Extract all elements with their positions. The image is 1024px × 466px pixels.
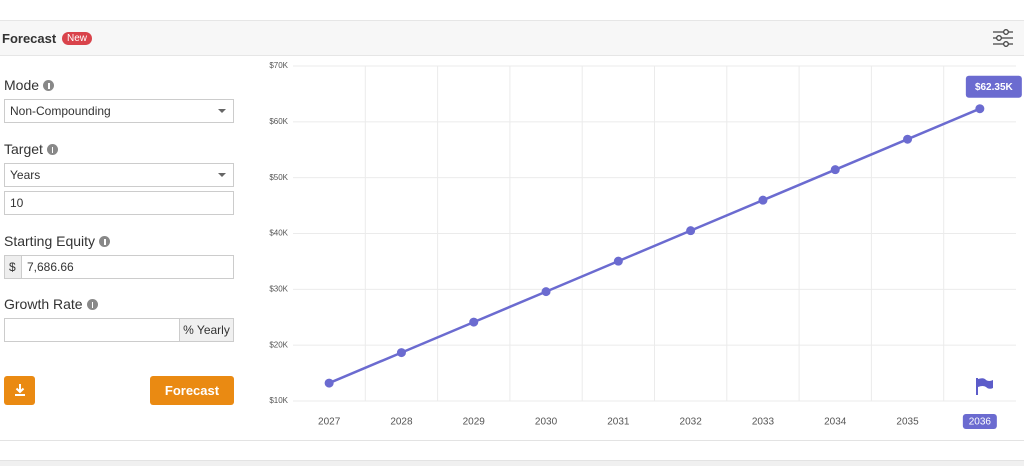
value-label: $62.35K [975,82,1014,93]
target-value: 10 [10,196,24,210]
info-icon[interactable] [86,299,98,310]
point [903,134,913,144]
point [541,287,551,297]
x-tick-label: 2030 [535,417,558,428]
equity-label-text: Starting Equity [4,233,96,249]
growth-label: Growth Rate [4,296,98,312]
download-icon [14,384,25,396]
point [396,348,406,358]
flag-icon [976,378,993,395]
download-button[interactable] [4,376,35,405]
mode-label-text: Mode [4,77,40,93]
x-tick-label: 2032 [680,417,703,428]
equity-value: 7,686.66 [27,260,74,274]
point [975,104,985,114]
y-tick-label: $70K [269,61,288,70]
point [613,256,623,266]
target-input[interactable]: 10 [4,191,234,215]
x-tick-label: 2036 [969,417,992,428]
chart: $10K $20K $30K $40K $50K $60K $70K 2027 2028 2029… [269,61,1022,429]
header: Forecast New [0,20,1024,56]
point [469,317,479,327]
mode-select[interactable]: Non-Compounding [4,99,234,123]
growth-label-text: Growth Rate [4,296,83,312]
y-tick-label: $20K [269,340,288,349]
divider [0,440,1024,441]
x-tick-label: 2033 [752,417,775,428]
equity-label: Starting Equity [4,233,111,249]
x-tick-label: 2028 [390,417,413,428]
y-tick-label: $50K [269,173,288,182]
info-icon[interactable] [46,144,58,155]
new-badge: New [62,32,93,45]
y-tick-label: $60K [269,117,288,126]
header-title: Forecast [2,31,57,46]
value-label-box [965,75,1022,98]
x-tick-label: 2029 [463,417,486,428]
info-icon[interactable] [99,236,111,247]
mode-value: Non-Compounding [10,104,111,118]
x-tick-label: 2027 [318,417,341,428]
y-tick-label: $10K [269,396,288,405]
point [830,165,840,175]
x-tick-label: 2031 [607,417,630,428]
growth-unit: % Yearly [179,318,234,342]
x-tick-highlight [962,414,997,429]
equity-input[interactable]: $7,686.66 [4,255,234,279]
currency-addon: $ [5,256,22,278]
x-tick-label: 2034 [824,417,847,428]
y-tick-label: $30K [269,284,288,293]
target-label-text: Target [4,141,43,157]
y-tick-label: $40K [269,229,288,238]
point [324,378,334,388]
target-select[interactable]: Years [4,163,234,187]
info-icon[interactable] [43,80,55,91]
forecast-button[interactable]: Forecast [150,376,234,405]
settings-icon[interactable] [992,28,1014,48]
line [328,107,981,385]
x-tick-label: 2035 [896,417,919,428]
growth-unit-text: % Yearly [183,323,230,337]
target-label: Target [4,141,58,157]
point [686,226,696,236]
footer-strip [0,460,1024,466]
mode-label: Mode [4,77,55,93]
target-unit: Years [10,168,41,182]
point [758,195,768,205]
